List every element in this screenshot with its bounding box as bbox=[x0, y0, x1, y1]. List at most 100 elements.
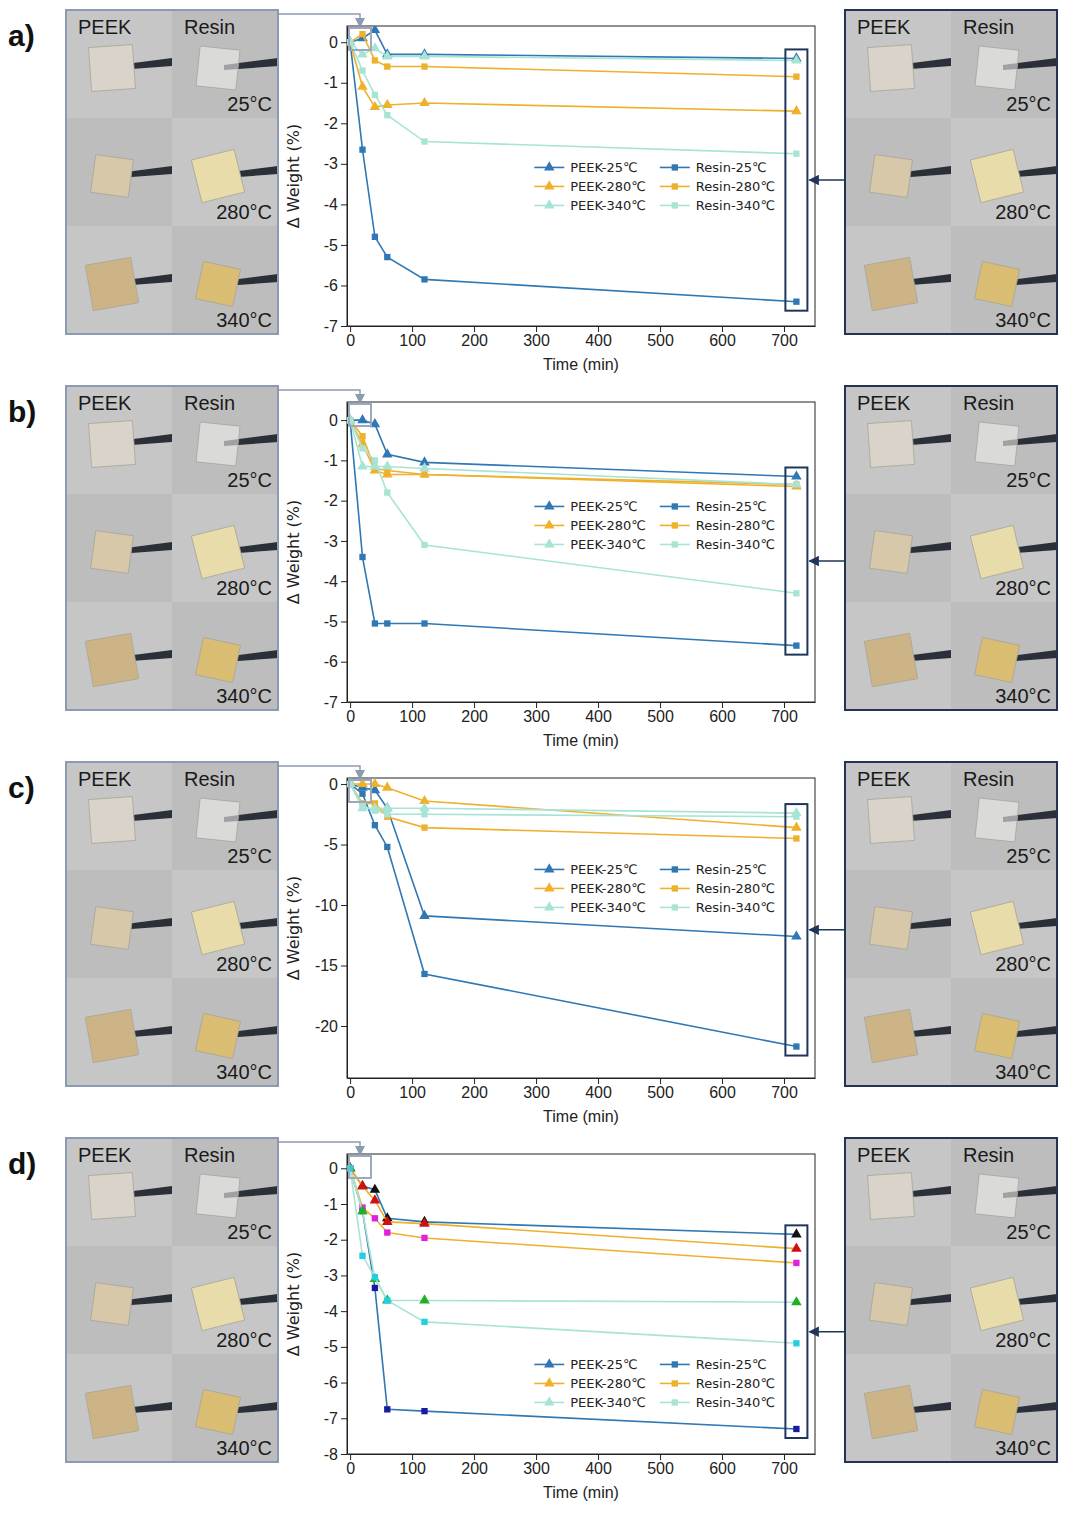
series bbox=[347, 31, 800, 80]
x-tick: 200 bbox=[461, 702, 488, 725]
series-marker bbox=[384, 1229, 390, 1235]
series bbox=[347, 1162, 802, 1305]
photo-cell bbox=[172, 1246, 278, 1354]
photo-column-label: PEEK bbox=[857, 768, 911, 790]
series-line bbox=[350, 1168, 796, 1234]
series-marker bbox=[791, 822, 802, 831]
panel: a)PEEKResin25°C280°C340°CPEEKResin25°C28… bbox=[8, 10, 1057, 373]
x-tick-mark bbox=[660, 326, 661, 332]
y-tick-mark bbox=[341, 541, 347, 542]
series-marker bbox=[421, 542, 427, 548]
sample bbox=[868, 421, 915, 468]
sample bbox=[975, 1174, 1019, 1218]
legend-label: Resin-25℃ bbox=[696, 499, 767, 514]
x-tick-mark bbox=[598, 1454, 599, 1460]
legend-symbol bbox=[544, 882, 555, 891]
series-marker bbox=[382, 448, 393, 457]
legend-symbol bbox=[672, 164, 678, 170]
legend-label: PEEK-25℃ bbox=[570, 499, 637, 514]
x-tick: 100 bbox=[399, 1454, 426, 1477]
series bbox=[347, 1165, 800, 1266]
sample bbox=[974, 637, 1019, 682]
x-tick: 100 bbox=[399, 326, 426, 349]
x-tick: 500 bbox=[647, 1454, 674, 1477]
photo-cell bbox=[951, 10, 1057, 118]
photo-grid: PEEKResin25°C280°C340°C bbox=[66, 10, 278, 334]
x-tick-label: 200 bbox=[461, 1084, 488, 1101]
arrow bbox=[809, 1331, 845, 1333]
y-tick-mark bbox=[341, 83, 347, 84]
sample bbox=[89, 421, 136, 468]
y-tick-mark bbox=[341, 1168, 347, 1169]
series-line bbox=[350, 1168, 796, 1302]
series-marker bbox=[347, 39, 353, 45]
sample bbox=[196, 46, 240, 90]
photo-cell bbox=[172, 602, 278, 710]
x-tick-mark bbox=[784, 326, 785, 332]
series-marker bbox=[382, 50, 393, 59]
sample bbox=[196, 1174, 240, 1218]
photo-cell bbox=[172, 494, 278, 602]
x-tick-label: 0 bbox=[346, 1460, 355, 1477]
photo-cell bbox=[66, 386, 172, 494]
series-marker bbox=[421, 824, 427, 830]
y-tick-mark bbox=[341, 123, 347, 124]
series-marker bbox=[421, 138, 427, 144]
photo-cell bbox=[951, 118, 1057, 226]
y-tick-label: 0 bbox=[329, 1160, 338, 1177]
photo-column-label: Resin bbox=[184, 392, 235, 414]
legend-label: PEEK-340℃ bbox=[570, 900, 646, 915]
x-tick-mark bbox=[660, 1078, 661, 1084]
x-tick-label: 500 bbox=[647, 1084, 674, 1101]
series-marker bbox=[347, 781, 353, 787]
legend-symbol bbox=[672, 866, 678, 872]
x-tick-mark bbox=[412, 1454, 413, 1460]
y-tick-label: -5 bbox=[324, 237, 338, 254]
photo-row-label: 280°C bbox=[995, 1329, 1051, 1351]
y-tick-label: -5 bbox=[324, 836, 338, 853]
photo-row-label: 25°C bbox=[227, 469, 272, 491]
y-axis: 0-1-2-3-4-5-6-7 bbox=[324, 27, 348, 335]
series-marker bbox=[793, 299, 799, 305]
series-marker bbox=[791, 54, 802, 63]
series-marker bbox=[384, 112, 390, 118]
series-marker bbox=[372, 807, 378, 813]
sample bbox=[974, 1389, 1019, 1434]
sample bbox=[974, 1013, 1019, 1058]
legend-symbol bbox=[544, 199, 555, 208]
x-tick-label: 300 bbox=[523, 1460, 550, 1477]
y-axis: 0-1-2-3-4-5-6-7-8 bbox=[324, 1155, 348, 1463]
legend-symbol bbox=[672, 1361, 678, 1367]
legend-item: Resin-340℃ bbox=[660, 900, 775, 915]
legend-symbol bbox=[544, 538, 555, 547]
series-marker bbox=[372, 1274, 378, 1280]
series-marker bbox=[359, 445, 365, 451]
y-tick: -8 bbox=[324, 1446, 347, 1463]
photo-cell bbox=[951, 602, 1057, 710]
legend-symbol bbox=[544, 500, 555, 509]
series-marker bbox=[357, 414, 368, 423]
x-tick-mark bbox=[784, 1454, 785, 1460]
y-tick-mark bbox=[341, 204, 347, 205]
series-marker bbox=[347, 417, 353, 423]
photo-cell bbox=[66, 978, 172, 1086]
y-tick: 0 bbox=[329, 776, 347, 793]
series-marker bbox=[347, 39, 353, 45]
sample bbox=[85, 257, 138, 310]
x-tick-mark bbox=[350, 1078, 351, 1084]
y-tick: -2 bbox=[324, 1231, 347, 1248]
legend: PEEK-25℃Resin-25℃PEEK-280℃Resin-280℃PEEK… bbox=[534, 499, 775, 552]
series-marker bbox=[419, 462, 430, 471]
legend-symbol bbox=[672, 183, 678, 189]
y-tick: -20 bbox=[315, 1018, 347, 1035]
series-marker bbox=[384, 811, 390, 817]
photo-grid: PEEKResin25°C280°C340°C bbox=[845, 1138, 1057, 1462]
x-axis-title: Time (min) bbox=[543, 356, 619, 373]
series bbox=[347, 414, 802, 488]
legend-symbol bbox=[672, 541, 678, 547]
photo-grid: PEEKResin25°C280°C340°C bbox=[66, 762, 278, 1086]
x-tick-label: 700 bbox=[771, 332, 798, 349]
origin-box bbox=[349, 404, 371, 426]
x-tick-mark bbox=[412, 326, 413, 332]
x-tick-mark bbox=[722, 1454, 723, 1460]
